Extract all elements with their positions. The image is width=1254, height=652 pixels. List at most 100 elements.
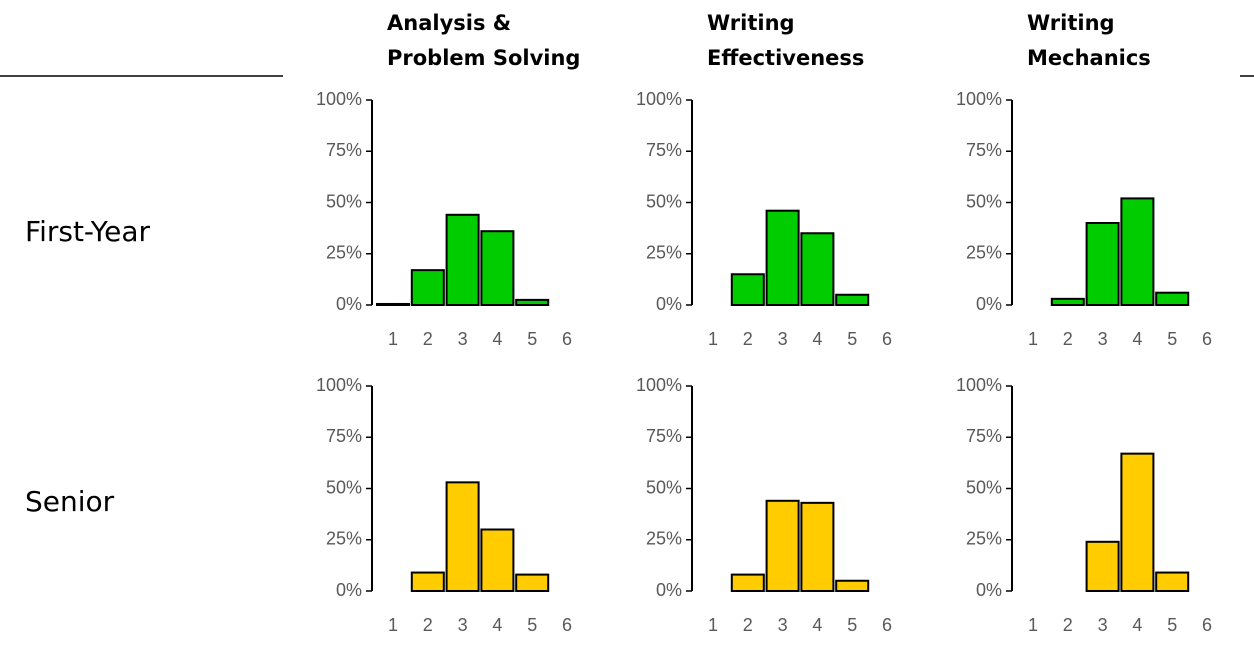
column-header: Mechanics [1027, 46, 1151, 70]
bar [765, 209, 800, 306]
x-tick-label: 2 [1063, 329, 1073, 349]
x-tick-label: 3 [1098, 329, 1108, 349]
bar [1155, 571, 1190, 592]
y-tick-label: 50% [966, 477, 1002, 497]
column-header: Writing [707, 11, 795, 35]
x-tick-label: 3 [778, 329, 788, 349]
x-tick-label: 4 [492, 615, 502, 635]
x-tick-label: 6 [1202, 615, 1212, 635]
y-tick-label: 25% [326, 243, 362, 263]
x-tick-label: 4 [492, 329, 502, 349]
x-tick-label: 6 [882, 615, 892, 635]
y-tick-label: 50% [966, 191, 1002, 211]
bar [800, 232, 835, 306]
bar [730, 273, 765, 306]
y-tick-label: 75% [326, 426, 362, 446]
bar [1050, 297, 1085, 307]
x-tick-label: 5 [847, 615, 857, 635]
x-tick-label: 3 [458, 329, 468, 349]
x-tick-label: 4 [812, 615, 822, 635]
bar [800, 501, 835, 593]
x-tick-label: 6 [1202, 329, 1212, 349]
bar [445, 481, 480, 593]
y-tick-label: 0% [336, 580, 362, 600]
bar [835, 293, 870, 306]
y-tick-label: 0% [656, 294, 682, 314]
x-tick-label: 1 [1028, 329, 1038, 349]
x-tick-label: 2 [743, 329, 753, 349]
column-header: Effectiveness [707, 46, 864, 70]
x-tick-label: 6 [562, 329, 572, 349]
y-tick-label: 50% [646, 191, 682, 211]
y-tick-label: 0% [336, 294, 362, 314]
column-header: Problem Solving [387, 46, 580, 70]
row-label: First-Year [25, 215, 150, 248]
y-tick-label: 100% [956, 375, 1002, 395]
y-tick-label: 100% [636, 375, 682, 395]
y-tick-label: 25% [966, 529, 1002, 549]
y-tick-label: 25% [966, 243, 1002, 263]
bar [1085, 222, 1120, 306]
bar [1085, 540, 1120, 592]
bar [480, 528, 515, 592]
x-tick-label: 1 [708, 329, 718, 349]
bar [410, 269, 445, 306]
y-tick-label: 75% [966, 426, 1002, 446]
y-tick-label: 50% [646, 477, 682, 497]
y-tick-label: 75% [646, 426, 682, 446]
x-tick-label: 5 [847, 329, 857, 349]
bar [375, 302, 411, 307]
y-tick-label: 100% [956, 89, 1002, 109]
y-tick-label: 0% [976, 580, 1002, 600]
bar [835, 579, 870, 592]
y-tick-label: 100% [636, 89, 682, 109]
x-tick-label: 3 [458, 615, 468, 635]
x-tick-label: 5 [527, 615, 537, 635]
x-tick-label: 5 [1167, 615, 1177, 635]
x-tick-label: 1 [388, 329, 398, 349]
x-tick-label: 6 [562, 615, 572, 635]
y-tick-label: 0% [976, 294, 1002, 314]
bar [445, 213, 480, 306]
x-tick-label: 4 [1132, 615, 1142, 635]
y-tick-label: 25% [646, 243, 682, 263]
bar [730, 573, 765, 592]
column-header: Writing [1027, 11, 1115, 35]
x-tick-label: 2 [743, 615, 753, 635]
x-tick-label: 5 [1167, 329, 1177, 349]
x-tick-label: 1 [1028, 615, 1038, 635]
bar [480, 230, 515, 306]
x-tick-label: 5 [527, 329, 537, 349]
x-tick-label: 2 [1063, 615, 1073, 635]
y-tick-label: 75% [646, 140, 682, 160]
column-header: Analysis & [387, 11, 511, 35]
x-tick-label: 4 [1132, 329, 1142, 349]
x-tick-label: 3 [1098, 615, 1108, 635]
bar [1120, 452, 1155, 592]
x-tick-label: 6 [882, 329, 892, 349]
y-tick-label: 50% [326, 477, 362, 497]
y-tick-label: 0% [656, 580, 682, 600]
bar [765, 499, 800, 592]
bar [1120, 197, 1155, 306]
x-tick-label: 2 [423, 615, 433, 635]
y-tick-label: 25% [646, 529, 682, 549]
bar [1155, 291, 1190, 307]
x-tick-label: 1 [708, 615, 718, 635]
row-label: Senior [25, 485, 115, 518]
y-tick-label: 25% [326, 529, 362, 549]
bar [515, 298, 550, 306]
x-tick-label: 2 [423, 329, 433, 349]
y-tick-label: 100% [316, 375, 362, 395]
x-tick-label: 1 [388, 615, 398, 635]
bar [410, 571, 445, 592]
x-tick-label: 3 [778, 615, 788, 635]
bar [515, 573, 550, 592]
x-tick-label: 4 [812, 329, 822, 349]
y-tick-label: 100% [316, 89, 362, 109]
y-tick-label: 50% [326, 191, 362, 211]
y-tick-label: 75% [966, 140, 1002, 160]
y-tick-label: 75% [326, 140, 362, 160]
